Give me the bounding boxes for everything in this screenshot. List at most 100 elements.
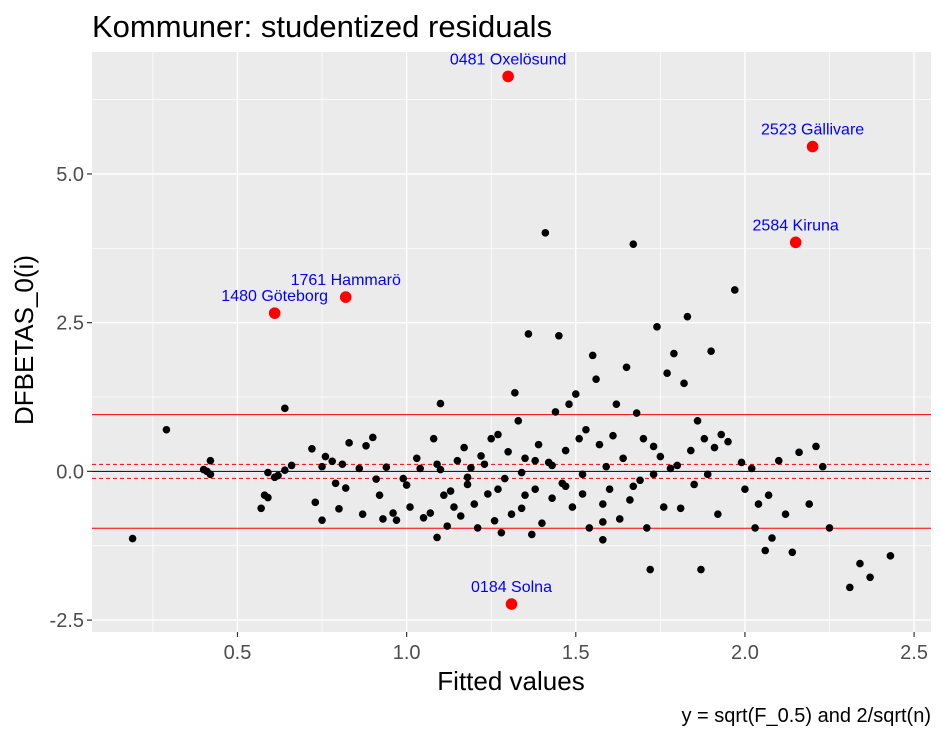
data-point [602,462,611,471]
data-point [795,448,803,457]
data-point [737,458,746,467]
data-point [568,503,577,511]
data-point [321,452,330,461]
data-point [402,481,411,489]
data-point [585,524,594,532]
data-point [419,513,428,522]
data-point [392,516,401,524]
data-point [818,462,827,471]
highlighted-point [806,140,819,153]
data-point [514,417,523,425]
data-point [575,434,583,443]
data-point [774,456,783,465]
data-point [162,425,171,434]
data-point [335,505,343,513]
data-point [578,490,587,498]
data-point [368,433,377,442]
data-point [582,425,590,434]
data-point [399,474,408,483]
data-point [656,452,665,461]
data-point [649,442,658,451]
data-point [453,456,462,465]
data-point [680,379,688,388]
data-point [128,534,137,543]
data-point [761,546,770,555]
highlighted-point-label: 1480 Göteborg [221,288,328,305]
data-point [531,485,539,494]
x-tick-label: 2.5 [900,642,928,664]
data-point [805,500,814,508]
data-point [524,330,533,338]
data-point [531,456,539,465]
data-point [764,491,773,499]
minor-gridlines [92,52,931,632]
data-point [673,461,682,470]
highlighted-point [505,598,518,610]
data-point [487,434,496,443]
data-point [494,430,502,439]
highlighted-point [789,236,802,249]
data-point [643,524,651,532]
data-point [456,512,465,520]
y-tick-label: 5.0 [56,164,84,186]
data-point [497,528,506,537]
data-point [328,457,336,466]
data-point [605,485,614,494]
data-point [856,559,864,568]
highlighted-point [502,70,514,83]
data-point [578,470,587,479]
data-points [128,229,895,592]
data-point [281,466,289,474]
data-point [490,516,499,525]
data-point [460,443,468,452]
data-point [592,375,600,383]
data-point [521,454,529,463]
data-point [494,485,502,494]
data-point [521,491,529,499]
data-point [527,530,536,539]
data-point [257,504,265,513]
data-point [615,515,624,523]
data-point [470,500,479,508]
data-point [517,468,526,477]
highlighted-point-label: 0481 Oxelösund [450,51,567,68]
data-point [599,500,607,508]
data-point [318,516,326,524]
data-point [281,404,289,413]
highlighted-point-label: 2584 Kiruna [753,217,839,234]
data-point [717,430,726,439]
data-point [724,437,732,446]
data-point [595,440,604,449]
data-point [812,442,820,451]
highlighted-point-label: 2523 Gällivare [761,122,864,139]
data-point [663,369,671,378]
highlighted-points [268,70,819,610]
data-point [741,485,749,494]
data-point [710,443,719,452]
data-point [541,229,550,237]
data-point [318,462,326,471]
data-point [626,496,634,504]
data-point [206,456,215,465]
data-point [561,482,570,491]
data-point [355,464,364,473]
plot-panel [92,52,931,632]
data-point [338,460,347,469]
data-point [406,503,414,511]
data-point [599,518,607,526]
data-point [703,470,712,479]
y-axis-title: DFBETAS_0(i) [9,255,39,425]
data-point [751,524,759,532]
data-point [274,471,282,480]
data-point [700,434,709,443]
data-point [517,504,526,513]
data-point [707,347,715,356]
data-point [561,446,570,455]
data-point [548,461,556,470]
data-point [375,491,384,499]
data-point [555,331,563,340]
data-point [747,464,756,473]
data-point [687,446,695,455]
data-point [358,510,367,519]
data-point [666,464,675,473]
